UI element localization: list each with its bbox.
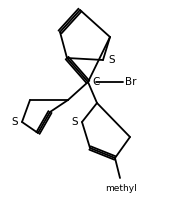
Text: methyl: methyl [105,184,137,193]
Text: S: S [71,117,78,127]
Text: Br: Br [125,77,137,87]
Text: S: S [108,55,115,65]
Text: S: S [11,117,18,127]
Text: C: C [92,77,99,87]
